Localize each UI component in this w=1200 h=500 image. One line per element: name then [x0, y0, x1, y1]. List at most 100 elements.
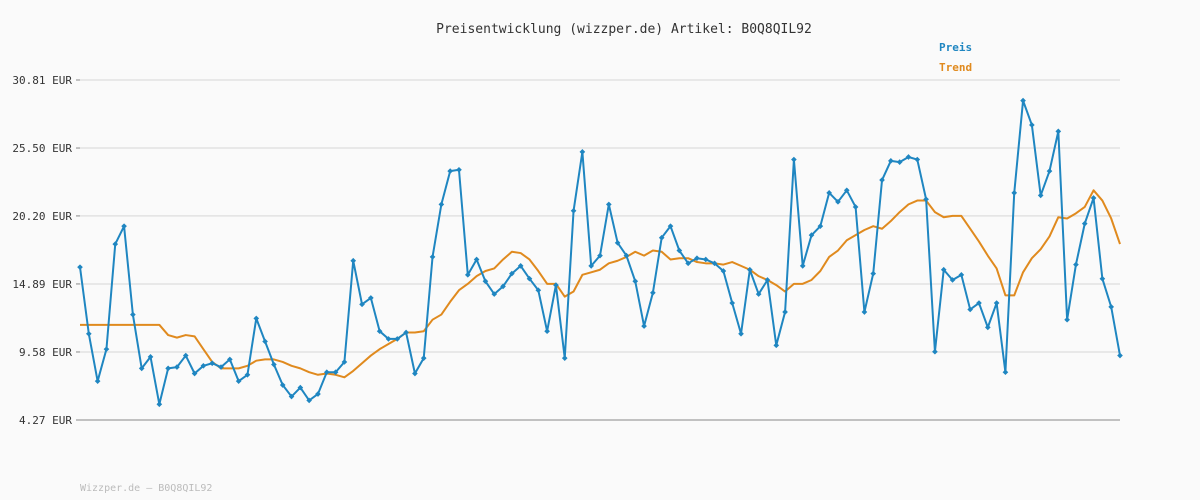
- preis-point: [429, 254, 436, 260]
- preis-point: [473, 256, 480, 263]
- y-axis-ticks: 30.81 EUR 25.50 EUR 20.20 EUR 14.89 EUR 9.58…: [12, 74, 80, 427]
- preis-point: [315, 391, 321, 397]
- preis-point: [323, 369, 330, 376]
- preis-point: [491, 291, 498, 297]
- preis-point: [535, 287, 542, 294]
- preis-point: [244, 371, 251, 378]
- preis-point: [597, 252, 603, 259]
- legend-trend: Trend: [939, 61, 972, 74]
- preis-point: [694, 255, 700, 262]
- preis-point: [218, 364, 224, 370]
- preis-point: [702, 256, 709, 263]
- preis-point: [227, 356, 233, 363]
- preis-point: [279, 382, 286, 388]
- preis-point: [570, 207, 577, 214]
- y-tick-label: 20.20 EUR: [12, 210, 72, 223]
- preis-point: [958, 272, 965, 278]
- preis-point: [641, 323, 647, 329]
- preis-point: [1002, 369, 1009, 376]
- preis-point: [791, 156, 797, 163]
- preis-point: [306, 397, 312, 404]
- preis-point: [1090, 195, 1097, 201]
- preis-point: [500, 283, 506, 290]
- y-tick-label: 4.27 EUR: [19, 414, 72, 427]
- preis-point: [253, 315, 260, 322]
- preis-point: [993, 300, 1000, 306]
- preis-point: [755, 291, 762, 297]
- y-tick-label: 14.89 EUR: [12, 278, 72, 291]
- preis-point: [835, 199, 841, 205]
- preis-point: [403, 329, 409, 336]
- preis-point: [85, 330, 92, 337]
- preis-point: [438, 201, 445, 208]
- preis-point: [121, 223, 127, 230]
- preis-point: [561, 355, 568, 361]
- preis-point: [359, 301, 365, 308]
- preis-point: [138, 365, 145, 372]
- preis-point: [870, 270, 877, 277]
- preis-point: [165, 365, 171, 372]
- preis-point: [1081, 220, 1088, 227]
- preis-point: [1020, 97, 1026, 104]
- preis-point: [817, 223, 824, 230]
- preis-point: [967, 306, 973, 313]
- preis-point: [482, 278, 489, 285]
- preis-point: [412, 370, 418, 377]
- preis-point: [782, 309, 788, 315]
- preis-point: [297, 384, 304, 391]
- preis-point: [720, 268, 727, 274]
- preis-point: [288, 393, 295, 400]
- preis-point: [103, 346, 110, 352]
- preis-point: [112, 241, 119, 247]
- preis-point: [747, 266, 753, 273]
- preis-point: [896, 159, 903, 165]
- preis-point: [394, 336, 401, 342]
- preis-point: [447, 168, 453, 174]
- preis-point: [517, 263, 524, 269]
- preis-point: [182, 352, 189, 359]
- preis-point: [711, 260, 718, 267]
- preis-point: [729, 300, 736, 306]
- preis-point: [799, 263, 806, 269]
- preis-point: [1117, 352, 1123, 359]
- preis-point: [984, 324, 991, 331]
- preis-point: [861, 309, 868, 315]
- preis-point: [579, 149, 586, 155]
- preis-point: [350, 257, 357, 264]
- preis-point: [271, 361, 277, 368]
- preis-point: [976, 300, 982, 306]
- preis-point: [940, 266, 947, 273]
- preis-point: [879, 177, 885, 183]
- preis-point: [676, 247, 683, 254]
- preis-point: [905, 154, 912, 160]
- preis-point: [623, 252, 630, 259]
- preis-point: [1011, 190, 1018, 196]
- preis-point: [94, 378, 101, 385]
- preis-point: [650, 289, 656, 296]
- preis-point: [174, 364, 180, 370]
- preis-point: [1046, 168, 1053, 174]
- series-layer: [77, 97, 1123, 408]
- preis-point: [1037, 192, 1044, 199]
- preis-point: [420, 355, 427, 361]
- preis-point: [773, 342, 780, 349]
- preis-point: [826, 190, 832, 196]
- preis-point: [923, 196, 929, 203]
- preis-point: [1029, 122, 1035, 128]
- preis-point: [914, 156, 921, 163]
- preis-point: [456, 166, 462, 173]
- series-line-trend: [80, 189, 1121, 379]
- preis-point: [147, 354, 154, 360]
- preis-point: [544, 328, 550, 335]
- preis-point: [235, 378, 242, 385]
- preis-point: [130, 311, 136, 318]
- preis-point: [632, 278, 639, 285]
- preis-point: [1055, 128, 1062, 135]
- preis-point: [843, 187, 850, 194]
- y-tick-label: 30.81 EUR: [12, 74, 72, 87]
- preis-point: [191, 370, 198, 377]
- preis-point: [1108, 304, 1115, 310]
- y-tick-label: 25.50 EUR: [12, 142, 72, 155]
- grid: [80, 79, 1120, 353]
- preis-point: [200, 362, 207, 369]
